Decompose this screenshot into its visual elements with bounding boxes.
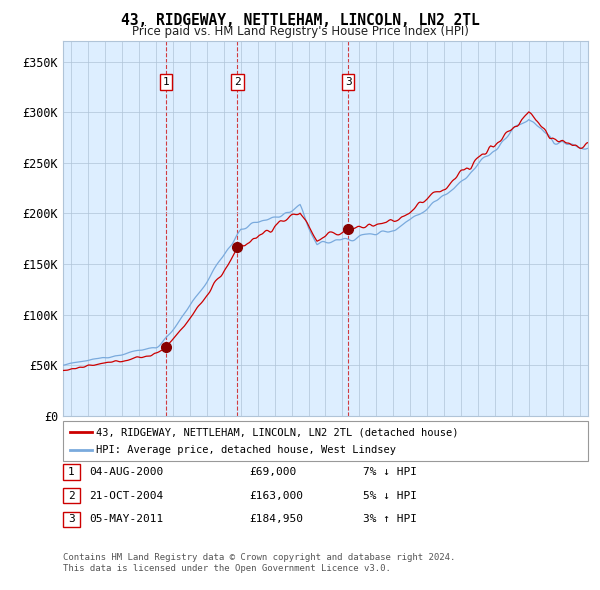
Text: This data is licensed under the Open Government Licence v3.0.: This data is licensed under the Open Gov… bbox=[63, 565, 391, 573]
Text: HPI: Average price, detached house, West Lindsey: HPI: Average price, detached house, West… bbox=[96, 445, 396, 455]
Text: £163,000: £163,000 bbox=[249, 491, 303, 500]
Text: £69,000: £69,000 bbox=[249, 467, 296, 477]
Text: 7% ↓ HPI: 7% ↓ HPI bbox=[363, 467, 417, 477]
Text: 1: 1 bbox=[163, 77, 169, 87]
Text: 43, RIDGEWAY, NETTLEHAM, LINCOLN, LN2 2TL (detached house): 43, RIDGEWAY, NETTLEHAM, LINCOLN, LN2 2T… bbox=[96, 428, 458, 438]
Text: 43, RIDGEWAY, NETTLEHAM, LINCOLN, LN2 2TL: 43, RIDGEWAY, NETTLEHAM, LINCOLN, LN2 2T… bbox=[121, 13, 479, 28]
Text: 3: 3 bbox=[68, 514, 75, 524]
Text: £184,950: £184,950 bbox=[249, 514, 303, 524]
Text: 3: 3 bbox=[345, 77, 352, 87]
Text: 5% ↓ HPI: 5% ↓ HPI bbox=[363, 491, 417, 500]
Text: Contains HM Land Registry data © Crown copyright and database right 2024.: Contains HM Land Registry data © Crown c… bbox=[63, 553, 455, 562]
Text: 05-MAY-2011: 05-MAY-2011 bbox=[89, 514, 163, 524]
Text: 21-OCT-2004: 21-OCT-2004 bbox=[89, 491, 163, 500]
Text: 2: 2 bbox=[68, 491, 75, 500]
Text: 1: 1 bbox=[68, 467, 75, 477]
Text: 04-AUG-2000: 04-AUG-2000 bbox=[89, 467, 163, 477]
Text: Price paid vs. HM Land Registry's House Price Index (HPI): Price paid vs. HM Land Registry's House … bbox=[131, 25, 469, 38]
Text: 3% ↑ HPI: 3% ↑ HPI bbox=[363, 514, 417, 524]
Text: 2: 2 bbox=[234, 77, 241, 87]
